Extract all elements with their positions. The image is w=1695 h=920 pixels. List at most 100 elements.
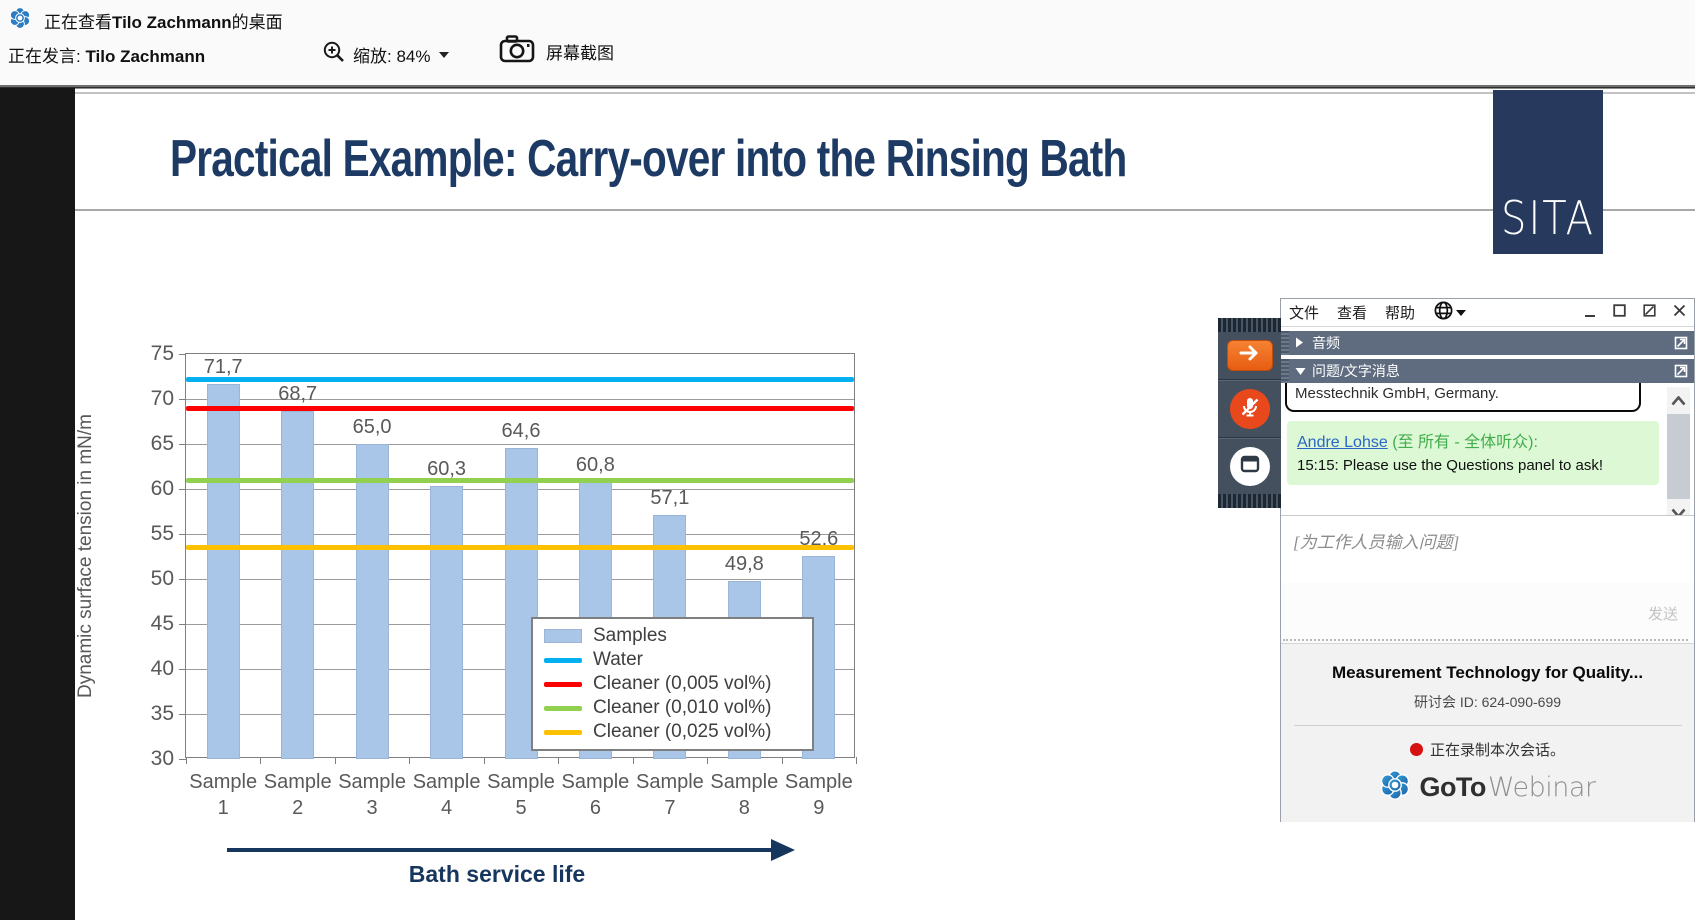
slide-title: Practical Example: Carry-over into the R… bbox=[170, 130, 1127, 188]
panel-grab-rail[interactable] bbox=[1218, 318, 1281, 508]
screenshot-button[interactable]: 屏幕截图 bbox=[498, 34, 614, 69]
legend-label: Samples bbox=[593, 625, 667, 646]
recording-status: 正在录制本次会话。 bbox=[1281, 739, 1694, 760]
bath-service-life-arrow bbox=[223, 835, 798, 870]
x-tick-mark bbox=[558, 757, 560, 764]
webinar-title: Measurement Technology for Quality... bbox=[1331, 663, 1644, 682]
x-tick-mark bbox=[707, 757, 709, 764]
gotowebinar-flower-icon bbox=[1379, 769, 1411, 806]
bar-value-label: 57,1 bbox=[650, 487, 690, 510]
bar-value-label: 65,0 bbox=[352, 416, 392, 438]
mute-button[interactable] bbox=[1229, 389, 1270, 429]
camera-icon bbox=[498, 34, 536, 69]
popout-icon[interactable] bbox=[1643, 304, 1656, 322]
send-row: 发送 bbox=[1281, 583, 1694, 643]
detach-icon[interactable] bbox=[1674, 336, 1688, 350]
webinar-id: 研讨会 ID: 624-090-699 bbox=[1413, 694, 1562, 710]
scrollbar-thumb[interactable] bbox=[1667, 414, 1690, 499]
brand-goto: GoTo bbox=[1419, 772, 1486, 802]
bar-value-label: 64,6 bbox=[501, 419, 541, 442]
brand-webinar: Webinar bbox=[1487, 772, 1596, 803]
sita-logo: SITA bbox=[1493, 90, 1603, 254]
x-tick-mark bbox=[334, 757, 336, 764]
y-tick-mark bbox=[179, 579, 186, 580]
bar-sample-2 bbox=[281, 410, 315, 759]
y-tick-label: 40 bbox=[150, 657, 174, 680]
y-tick-label: 35 bbox=[150, 702, 174, 725]
x-tick-label: Sample 1 bbox=[189, 771, 258, 819]
section-audio[interactable]: 音频 bbox=[1281, 331, 1694, 355]
menu-view[interactable]: 查看 bbox=[1337, 305, 1368, 322]
refline-water bbox=[186, 376, 854, 382]
scroll-up-icon[interactable] bbox=[1667, 387, 1690, 414]
x-tick-mark bbox=[260, 757, 262, 764]
caret-down-icon bbox=[439, 51, 450, 58]
bar-sample-3 bbox=[355, 444, 389, 759]
y-tick-label: 75 bbox=[150, 342, 174, 365]
x-tick-label: Sample 5 bbox=[487, 771, 555, 819]
viewer-toolbar: 正在查看Tilo Zachmann的桌面 正在发言: Tilo Zachmann… bbox=[0, 0, 1695, 87]
legend-label: Cleaner (0,005 vol%) bbox=[593, 673, 772, 694]
refline-cleaner-0-010-vol- bbox=[186, 477, 854, 483]
x-tick-label: Sample 4 bbox=[412, 771, 481, 819]
menu-help[interactable]: 帮助 bbox=[1385, 305, 1416, 322]
close-icon[interactable] bbox=[1673, 304, 1686, 322]
x-tick-label: Sample 6 bbox=[561, 771, 630, 819]
zoom-in-icon bbox=[322, 40, 346, 69]
legend-swatch-bar bbox=[544, 629, 582, 643]
legend-label: Water bbox=[593, 649, 643, 670]
maximize-icon[interactable] bbox=[1613, 304, 1626, 322]
legend-swatch-line bbox=[544, 705, 582, 711]
speaking-status: 正在发言: Tilo Zachmann bbox=[8, 47, 206, 66]
y-tick-label: 55 bbox=[150, 522, 174, 545]
y-tick-label: 60 bbox=[150, 477, 174, 500]
x-tick-mark bbox=[856, 757, 857, 764]
bar-sample-4 bbox=[430, 486, 464, 759]
chevron-right-icon bbox=[1295, 335, 1304, 351]
y-tick-mark bbox=[179, 354, 186, 355]
panel-footer: Measurement Technology for Quality... 研讨… bbox=[1281, 643, 1694, 822]
section-audio-label: 音频 bbox=[1312, 335, 1340, 351]
y-tick-mark bbox=[179, 624, 186, 625]
panel-menubar: 文件 查看 帮助 bbox=[1281, 299, 1694, 327]
gotowebinar-logo: GoTo Webinar bbox=[1281, 769, 1694, 806]
language-menu[interactable] bbox=[1433, 300, 1467, 326]
y-tick-label: 30 bbox=[150, 747, 174, 770]
bar-value-label: 49,8 bbox=[724, 552, 764, 575]
y-tick-mark bbox=[179, 534, 186, 535]
chat-author-link[interactable]: Andre Lohse bbox=[1297, 434, 1388, 451]
x-tick-label: Sample 7 bbox=[635, 771, 704, 819]
screen-letterbox bbox=[0, 88, 75, 920]
legend-swatch-line bbox=[544, 657, 582, 663]
x-tick-mark bbox=[781, 757, 783, 764]
send-button[interactable]: 发送 bbox=[1647, 606, 1678, 623]
section-questions[interactable]: 问题/文字消息 bbox=[1281, 359, 1694, 383]
detach-icon[interactable] bbox=[1674, 364, 1688, 378]
plot-area: 30 35 40 45 50 55 60 65 70 75 71,7 Sample 1 68,7 Sampl… bbox=[75, 342, 857, 819]
x-tick-label: Sample 3 bbox=[338, 771, 406, 819]
y-tick-mark bbox=[179, 399, 186, 400]
question-input[interactable]: [为工作人员输入问题] bbox=[1281, 515, 1694, 583]
resize-handle[interactable] bbox=[1283, 639, 1688, 641]
screen-share-icon bbox=[1238, 452, 1262, 481]
x-axis-arrow-label: Bath service life bbox=[408, 861, 586, 887]
chat-scrollbar[interactable] bbox=[1667, 387, 1690, 526]
y-tick-mark bbox=[179, 714, 186, 715]
y-tick-mark bbox=[179, 489, 186, 490]
grab-handle[interactable] bbox=[1218, 494, 1281, 508]
x-tick-label: Sample 9 bbox=[784, 771, 853, 819]
mic-muted-icon bbox=[1238, 395, 1262, 424]
collapse-panel-button[interactable] bbox=[1226, 339, 1273, 372]
legend-label: Cleaner (0,025 vol%) bbox=[593, 721, 772, 742]
minimize-icon[interactable] bbox=[1584, 304, 1596, 323]
grab-handle[interactable] bbox=[1218, 318, 1281, 332]
y-tick-mark bbox=[179, 669, 186, 670]
section-grip bbox=[1281, 359, 1289, 383]
globe-icon bbox=[1433, 300, 1454, 326]
y-tick-label: 65 bbox=[150, 432, 174, 455]
screen-share-button[interactable] bbox=[1229, 446, 1270, 487]
legend-swatch-line bbox=[544, 729, 582, 735]
gridline bbox=[186, 399, 854, 400]
menu-file[interactable]: 文件 bbox=[1289, 305, 1320, 322]
zoom-control[interactable]: 缩放: 84% bbox=[322, 40, 450, 69]
